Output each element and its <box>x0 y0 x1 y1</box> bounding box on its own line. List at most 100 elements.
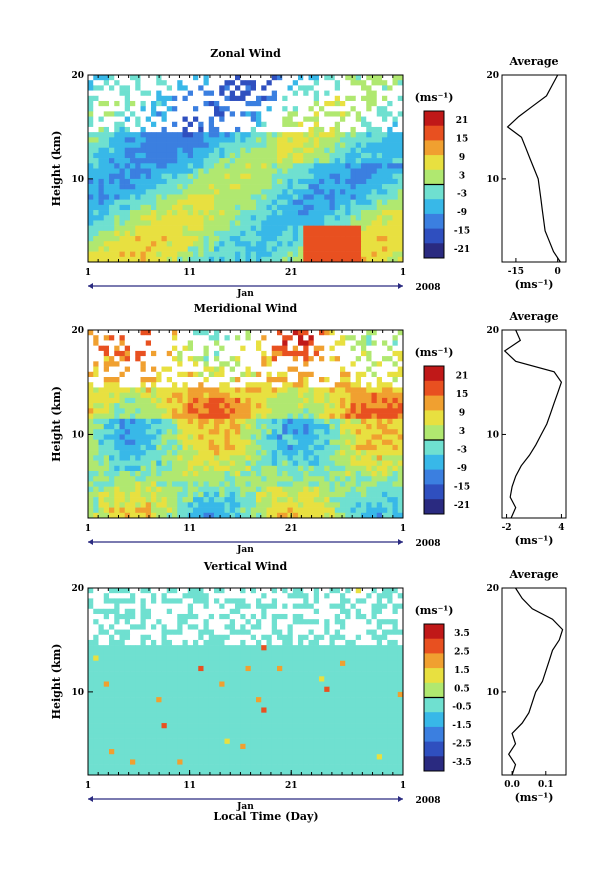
colorbar-segment <box>424 140 444 156</box>
colorbar-segment <box>424 243 444 259</box>
month-label: Jan <box>236 289 254 299</box>
colorbar-tick-label: -15 <box>454 482 470 492</box>
avg-x-tick-label: 0.0 <box>504 780 520 790</box>
colorbar-tick-label: 3 <box>459 427 465 437</box>
x-tick-label: 11 <box>183 524 196 534</box>
colorbar-segment <box>424 653 444 669</box>
panel-title: Meridional Wind <box>194 302 298 315</box>
avg-x-unit: (ms⁻¹) <box>515 791 554 804</box>
x-axis-label: Local Time (Day) <box>213 810 319 823</box>
y-tick-label: 20 <box>71 584 84 594</box>
x-tick-label: 1 <box>85 268 91 278</box>
plot-frame <box>87 74 404 263</box>
x-tick-label: 1 <box>400 268 406 278</box>
panel-title: Zonal Wind <box>210 47 281 60</box>
colorbar-tick-label: -15 <box>454 226 470 236</box>
month-label: Jan <box>236 545 254 555</box>
colorbar-tick-label: -3 <box>457 445 467 455</box>
x-tick-label: 11 <box>183 781 196 791</box>
avg-x-tick-label: 0 <box>555 267 561 277</box>
colorbar-tick-label: -9 <box>457 208 467 218</box>
colorbar-segment <box>424 425 444 441</box>
colorbar-tick-label: 9 <box>459 153 465 163</box>
colorbar-segment <box>424 682 444 698</box>
colorbar-segment <box>424 624 444 640</box>
colorbar-tick-label: 15 <box>456 390 469 400</box>
avg-y-tick-label: 20 <box>486 584 499 594</box>
colorbar-segment <box>424 111 444 127</box>
avg-x-tick-label: 0.1 <box>538 780 554 790</box>
colorbar-unit: (ms⁻¹) <box>415 604 454 617</box>
colorbar-segment <box>424 484 444 500</box>
avg-y-tick-label: 10 <box>486 430 499 440</box>
colorbar-tick-label: 21 <box>456 371 469 381</box>
average-frame <box>501 74 567 263</box>
y-tick-label: 10 <box>71 688 84 698</box>
colorbar-segment <box>424 741 444 757</box>
average-frame <box>501 587 567 776</box>
colorbar-tick-label: -9 <box>457 464 467 474</box>
colorbar-segment <box>424 499 444 515</box>
colorbar-segment <box>424 756 444 772</box>
month-arrow-left <box>88 539 93 545</box>
x-tick-label: 21 <box>285 268 298 278</box>
x-tick-label: 21 <box>285 524 298 534</box>
colorbar-tick-label: 3 <box>459 171 465 181</box>
colorbar-tick-label: 2.5 <box>454 648 470 658</box>
x-tick-label: 1 <box>400 781 406 791</box>
colorbar-segment <box>424 169 444 185</box>
month-arrow-right <box>398 283 403 289</box>
avg-y-tick-label: 10 <box>486 688 499 698</box>
avg-x-unit: (ms⁻¹) <box>515 534 554 547</box>
colorbar-segment <box>424 469 444 485</box>
heatmap-field <box>88 588 404 776</box>
y-tick-label: 10 <box>71 175 84 185</box>
colorbar-tick-label: -2.5 <box>452 739 471 749</box>
colorbar-unit: (ms⁻¹) <box>415 91 454 104</box>
colorbar-segment <box>424 410 444 426</box>
colorbar-tick-label: 0.5 <box>454 684 470 694</box>
x-tick-label: 1 <box>85 524 91 534</box>
average-title: Average <box>508 55 558 68</box>
year-label: 2008 <box>415 539 440 549</box>
avg-x-unit: (ms⁻¹) <box>515 278 554 291</box>
y-axis-label: Height (km) <box>50 386 63 462</box>
avg-x-tick-label: -15 <box>508 267 524 277</box>
colorbar-segment <box>424 199 444 215</box>
colorbar-segment <box>424 395 444 411</box>
x-tick-label: 21 <box>285 781 298 791</box>
colorbar-segment <box>424 668 444 684</box>
colorbar-tick-label: -3 <box>457 190 467 200</box>
year-label: 2008 <box>415 796 440 806</box>
colorbar-segment <box>424 155 444 171</box>
avg-y-tick-label: 20 <box>486 326 499 336</box>
average-profile-line <box>506 74 561 263</box>
month-arrow-right <box>398 539 403 545</box>
colorbar-segment <box>424 125 444 141</box>
plot-frame <box>87 587 404 776</box>
colorbar-unit: (ms⁻¹) <box>415 346 454 359</box>
average-profile-line <box>503 329 563 519</box>
y-tick-label: 20 <box>71 71 84 81</box>
year-label: 2008 <box>415 283 440 293</box>
heatmap-field <box>88 330 404 519</box>
average-title: Average <box>508 310 558 323</box>
colorbar-tick-label: 3.5 <box>454 629 470 639</box>
average-profile-line <box>507 587 564 776</box>
colorbar-segment <box>424 712 444 728</box>
avg-y-tick-label: 20 <box>486 71 499 81</box>
month-arrow-left <box>88 796 93 802</box>
colorbar-segment <box>424 638 444 654</box>
colorbar-segment <box>424 366 444 382</box>
avg-x-tick-label: -2 <box>502 523 512 533</box>
x-tick-label: 11 <box>183 268 196 278</box>
colorbar-tick-label: -21 <box>454 501 470 511</box>
colorbar-tick-label: 21 <box>456 116 469 126</box>
month-arrow-left <box>88 283 93 289</box>
colorbar-tick-label: -1.5 <box>452 721 471 731</box>
colorbar-segment <box>424 213 444 229</box>
colorbar-segment <box>424 440 444 456</box>
colorbar-tick-label: 15 <box>456 135 469 145</box>
avg-x-tick-label: 4 <box>558 523 564 533</box>
panel-title: Vertical Wind <box>203 560 288 573</box>
